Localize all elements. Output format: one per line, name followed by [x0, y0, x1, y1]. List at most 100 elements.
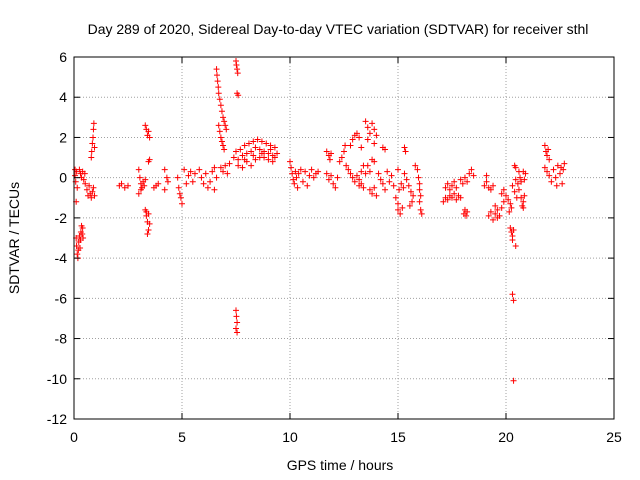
x-axis-label: GPS time / hours: [287, 457, 394, 473]
data-point: [509, 291, 516, 298]
data-point: [218, 108, 225, 115]
data-point: [235, 156, 242, 163]
data-point: [161, 186, 168, 193]
data-point: [461, 174, 468, 181]
data-point: [81, 170, 88, 177]
data-point: [366, 130, 373, 137]
data-point: [362, 170, 369, 177]
data-point: [338, 154, 345, 161]
data-point: [226, 160, 233, 167]
data-point: [89, 188, 96, 195]
data-point: [453, 184, 460, 191]
y-tick-label: -10: [47, 371, 67, 387]
data-point: [512, 243, 519, 250]
data-point: [241, 142, 248, 149]
data-point: [221, 146, 228, 153]
data-point: [364, 162, 371, 169]
data-point: [323, 148, 330, 155]
data-point: [234, 66, 241, 73]
data-point: [351, 178, 358, 185]
data-point: [218, 138, 225, 145]
data-point: [91, 144, 98, 151]
data-point: [90, 184, 97, 191]
data-point: [334, 174, 341, 181]
data-point: [395, 200, 401, 207]
data-point: [79, 230, 86, 237]
data-point: [145, 128, 152, 135]
data-point: [146, 156, 153, 163]
x-tick-label: 0: [70, 429, 78, 445]
data-point: [146, 134, 153, 141]
data-point: [181, 166, 188, 173]
data-point: [377, 176, 384, 183]
data-point: [136, 174, 143, 181]
data-point: [89, 140, 96, 147]
data-point: [490, 216, 497, 223]
data-point: [137, 186, 144, 193]
data-point: [382, 146, 389, 153]
data-point: [457, 194, 464, 201]
data-point: [258, 138, 265, 145]
data-point: [371, 126, 378, 133]
data-point: [220, 168, 227, 175]
data-point: [237, 146, 244, 153]
data-point: [417, 192, 424, 199]
data-point: [561, 160, 568, 167]
data-point: [500, 186, 507, 193]
data-point: [88, 154, 95, 161]
data-point: [416, 180, 423, 187]
data-point: [492, 202, 499, 209]
data-point: [410, 192, 417, 199]
data-point: [234, 319, 241, 326]
data-point: [196, 166, 203, 173]
data-point: [371, 184, 378, 191]
data-point: [406, 202, 413, 209]
data-point: [356, 176, 363, 183]
data-point: [449, 182, 455, 189]
data-point: [121, 184, 128, 191]
data-points: [72, 58, 568, 384]
data-point: [220, 142, 227, 149]
data-point: [349, 174, 356, 181]
data-point: [245, 140, 252, 147]
data-point: [371, 158, 378, 165]
data-point: [400, 184, 407, 191]
data-point: [382, 186, 389, 193]
data-point: [214, 78, 221, 85]
data-point: [366, 186, 373, 193]
data-point: [299, 178, 306, 185]
data-point: [507, 200, 514, 207]
data-point: [308, 166, 315, 173]
data-point: [369, 190, 376, 197]
data-point: [510, 297, 517, 304]
data-point: [175, 184, 182, 191]
data-point: [292, 168, 299, 175]
data-point: [239, 164, 246, 171]
data-point: [548, 178, 555, 185]
data-point: [412, 162, 419, 169]
data-point: [174, 174, 181, 181]
data-point: [358, 168, 365, 175]
data-point: [521, 176, 528, 183]
data-point: [269, 158, 276, 165]
data-point: [518, 194, 525, 201]
data-point: [293, 174, 300, 181]
data-point: [358, 144, 365, 151]
data-point: [310, 174, 317, 181]
data-point: [546, 172, 553, 179]
data-point: [552, 174, 559, 181]
data-point: [390, 182, 397, 189]
data-point: [508, 204, 515, 211]
data-point: [315, 168, 322, 175]
data-point: [328, 172, 335, 179]
data-point: [297, 166, 304, 173]
data-point: [216, 128, 223, 135]
data-point: [514, 180, 521, 187]
y-tick-label: 0: [59, 170, 67, 186]
data-point: [364, 136, 371, 143]
data-point: [336, 158, 343, 165]
data-point: [415, 174, 422, 181]
data-point: [553, 182, 560, 189]
data-point: [483, 172, 490, 179]
